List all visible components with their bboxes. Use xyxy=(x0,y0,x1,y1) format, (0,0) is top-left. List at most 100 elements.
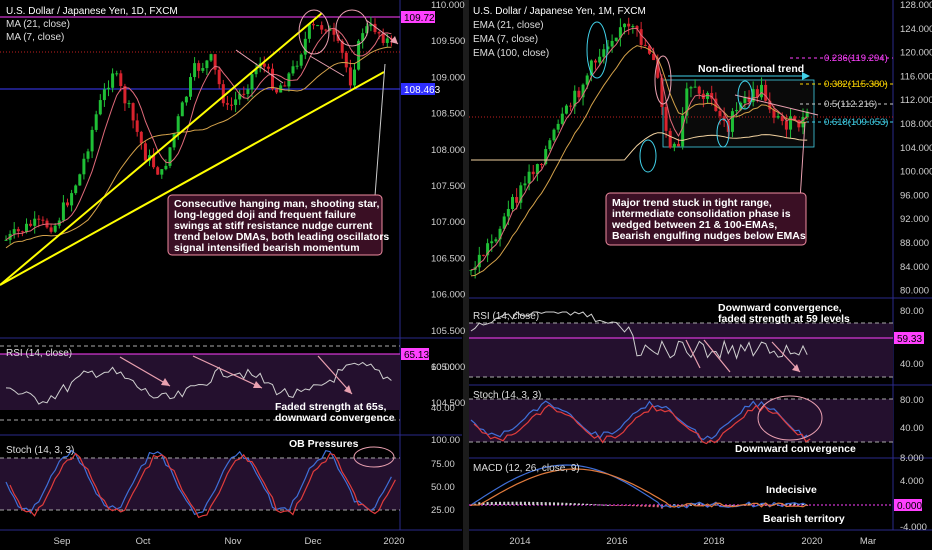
right-legend-ema21[interactable]: EMA (21, close) xyxy=(473,20,544,31)
left-price-tick: 108.500 xyxy=(431,109,465,120)
right-candle-body xyxy=(672,143,676,148)
right-candle-body xyxy=(693,86,697,88)
right-rsi-band xyxy=(469,323,893,377)
right-macd-bar xyxy=(503,501,506,505)
left-candle-body xyxy=(205,60,209,69)
left-time-axis[interactable]: Sep Oct Nov Dec 2020 xyxy=(54,536,405,547)
right-candle-body xyxy=(515,197,519,203)
right-macd-label[interactable]: MACD (12, 26, close, 9) xyxy=(473,463,580,474)
right-macd-bar xyxy=(685,505,688,507)
left-legend-ma7[interactable]: MA (7, close) xyxy=(6,32,64,43)
right-stoch-label[interactable]: Stoch (14, 3, 3) xyxy=(473,390,541,401)
right-candle-body xyxy=(581,84,585,98)
right-circle-5 xyxy=(737,80,753,110)
left-chart-title[interactable]: U.S. Dollar / Japanese Yen, 1D, FXCM xyxy=(6,6,178,17)
left-ma7-line[interactable] xyxy=(5,27,392,241)
left-candle-body xyxy=(213,54,217,70)
right-candle-body xyxy=(535,164,539,175)
right-candle-body xyxy=(805,111,809,118)
left-candle-body xyxy=(238,93,242,100)
left-rsi-note-1: Faded strength at 65s, xyxy=(275,401,387,413)
right-stoch-d-line[interactable] xyxy=(473,404,811,445)
left-candle-body xyxy=(234,99,238,105)
right-candle-body xyxy=(498,228,502,240)
left-stoch-k-line[interactable] xyxy=(5,449,392,516)
left-candle-body xyxy=(33,218,37,226)
right-macd-bar xyxy=(731,504,734,506)
left-stoch-label[interactable]: Stoch (14, 3, 3) xyxy=(6,445,74,456)
left-rsi-label[interactable]: RSI (14, close) xyxy=(6,348,72,359)
left-candle-body xyxy=(316,25,320,27)
left-rsi-line[interactable] xyxy=(5,361,392,405)
right-rsi-tick: 80.00 xyxy=(900,306,924,317)
left-candle-body xyxy=(230,104,233,106)
left-candle-body xyxy=(312,24,315,26)
left-stoch-note: OB Pressures xyxy=(289,438,359,450)
right-macd-bar xyxy=(689,504,692,506)
left-candle-body xyxy=(180,102,184,117)
left-ma21-line[interactable] xyxy=(5,46,392,249)
right-macd-bar xyxy=(528,501,531,505)
left-candle-body xyxy=(53,225,57,232)
right-legend-ema100[interactable]: EMA (100, close) xyxy=(473,48,549,59)
right-macd-bar xyxy=(569,503,572,505)
right-stoch-k-line[interactable] xyxy=(470,400,808,441)
left-candle-body xyxy=(102,89,106,101)
right-macd-histogram xyxy=(470,501,809,509)
right-rsi-arrowhead-3 xyxy=(792,364,800,372)
right-legend-ema7[interactable]: EMA (7, close) xyxy=(473,34,538,45)
right-candle-body xyxy=(589,60,593,76)
left-price-tick: 107.000 xyxy=(431,217,465,228)
left-candle-body xyxy=(184,96,188,103)
left-annotation-box[interactable] xyxy=(167,194,383,256)
right-macd-bar xyxy=(640,505,643,507)
left-candle-body xyxy=(94,114,98,130)
left-candle-body xyxy=(307,24,311,39)
panel-divider[interactable] xyxy=(463,0,469,550)
right-rsi-label[interactable]: RSI (14, close) xyxy=(473,311,539,322)
right-time-axis[interactable]: 2014 2016 2018 2020 Mar xyxy=(509,536,876,547)
left-time-tick: Oct xyxy=(136,536,151,547)
left-resistance-tag-text: 109.723 xyxy=(404,13,441,24)
right-candle-body xyxy=(556,123,560,130)
left-candle-body xyxy=(90,129,94,152)
right-macd-bar xyxy=(494,501,497,505)
right-range-arrowhead xyxy=(802,72,810,80)
right-fib-618-label: 0.618(109.053) xyxy=(824,117,888,128)
left-candle-body xyxy=(37,218,41,220)
right-rsi-tag-text: 59.33 xyxy=(897,334,922,345)
right-candle-body xyxy=(751,89,755,102)
right-annotation-box[interactable] xyxy=(605,192,807,246)
right-candle-body xyxy=(569,105,573,107)
right-macd-signal-line[interactable] xyxy=(471,468,808,508)
left-candle-body xyxy=(291,66,295,74)
right-price-tick: 128.000 xyxy=(900,0,932,11)
right-circle-2 xyxy=(654,55,672,105)
right-candle-body xyxy=(560,113,564,124)
left-price-axis[interactable]: 110.000 109.500 109.000 108.500 108.000 107.5… xyxy=(431,0,465,409)
left-panel: 110.000 109.500 109.000 108.500 108.000 107.5… xyxy=(0,0,465,547)
right-macd-bar xyxy=(577,503,580,505)
right-price-tick: 112.000 xyxy=(900,95,932,106)
left-lower-channel-line[interactable] xyxy=(0,71,385,286)
left-stoch-d-line[interactable] xyxy=(9,452,396,519)
right-ema21-line[interactable] xyxy=(470,45,808,277)
left-upper-channel-line[interactable] xyxy=(0,12,323,286)
left-candle-body xyxy=(197,63,201,71)
right-macd-bar xyxy=(644,505,647,507)
left-price-tick: 105.500 xyxy=(431,326,465,337)
right-macd-bar xyxy=(623,505,626,506)
right-macd-bar xyxy=(486,502,489,505)
right-ema100-line[interactable] xyxy=(471,132,808,161)
right-macd-bar xyxy=(474,503,477,505)
right-candle-body xyxy=(780,116,784,122)
right-macd-note-2: Bearish territory xyxy=(763,513,845,525)
right-macd-bar xyxy=(764,505,767,506)
right-macd-bar xyxy=(694,504,697,506)
right-chart-title[interactable]: U.S. Dollar / Japanese Yen, 1M, FXCM xyxy=(473,6,646,17)
right-macd-bar xyxy=(706,505,709,507)
left-candle-body xyxy=(246,89,250,95)
left-legend-ma21[interactable]: MA (21, close) xyxy=(6,19,70,30)
right-price-axis[interactable]: 128.000 124.000 120.000 116.000 112.000 108.0… xyxy=(900,0,932,297)
right-rsi-line[interactable] xyxy=(470,311,808,360)
